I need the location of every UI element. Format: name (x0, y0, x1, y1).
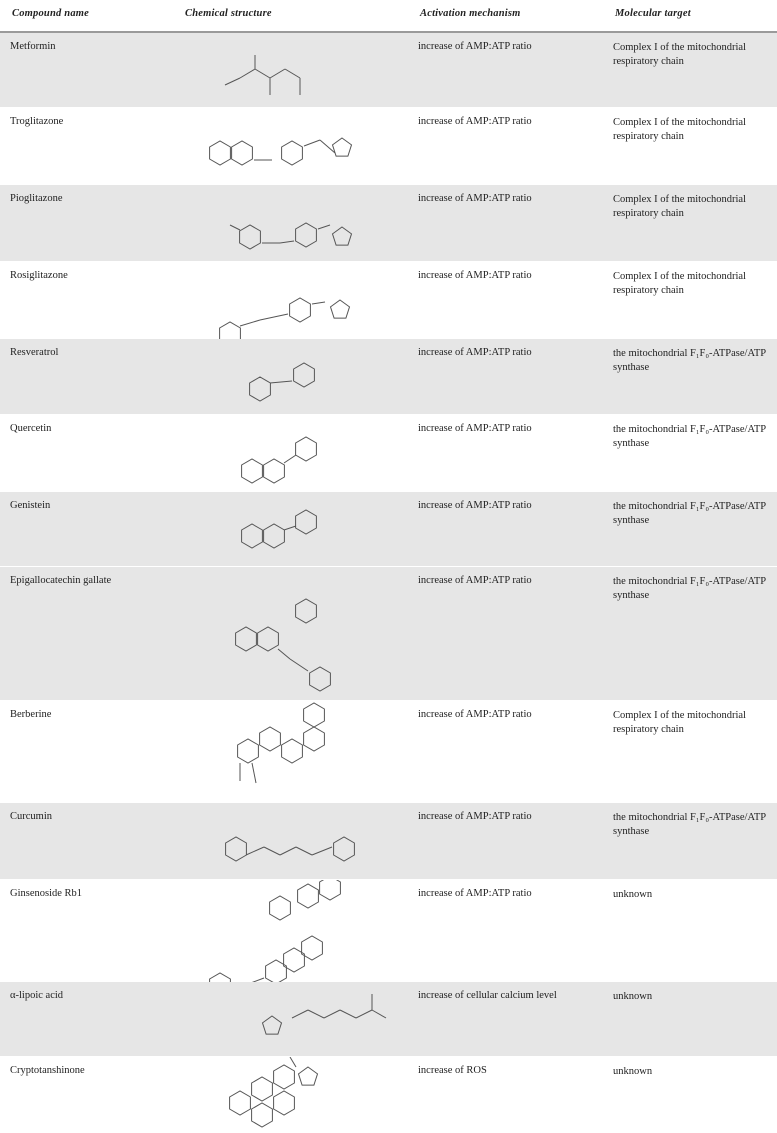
compound-name: Metformin (10, 41, 56, 52)
chemical-structure-drawing (261, 994, 387, 1035)
compound-name: Curcumin (10, 811, 52, 822)
activation-mechanism: increase of AMP:ATP ratio (418, 116, 532, 127)
molecular-target: the mitochondrial F₁F₀-ATPase/ATP syntha… (613, 424, 766, 449)
table-row: Epigallocatechin gallate increase of AMP:… (0, 567, 777, 700)
compound-name: Troglitazone (10, 116, 64, 127)
chemical-structure-drawing (229, 1057, 319, 1128)
molecular-target: unknown (613, 1066, 653, 1077)
compound-name: Pioglitazone (10, 193, 63, 204)
molecular-target: unknown (613, 991, 653, 1002)
table-row: Genistein increase of AMP:ATP ratio the mi… (0, 492, 777, 566)
chemical-structure-drawing (237, 702, 325, 784)
table-header: Compound name Chemical structure Activat… (0, 0, 777, 33)
table-row: α-lipoic acid increase of cellular calciu… (0, 982, 777, 1056)
chemical-structure-drawing (219, 297, 351, 339)
header-chemical-structure: Chemical structure (185, 8, 272, 19)
molecular-target: Complex I of the mitochondrial respirato… (613, 42, 746, 67)
activation-mechanism: increase of AMP:ATP ratio (418, 270, 532, 281)
table-row: Berberine increase of AMP:ATP ratio Comple… (0, 701, 777, 803)
chemical-structure-drawing (241, 436, 317, 484)
activation-mechanism: increase of AMP:ATP ratio (418, 193, 532, 204)
table-row: Pioglitazone increase of AMP:ATP ratio Com… (0, 185, 777, 261)
activation-mechanism: increase of AMP:ATP ratio (418, 811, 532, 822)
table-row: Quercetin increase of AMP:ATP ratio the mi… (0, 415, 777, 492)
table-row: Ginsenoside Rb1 increase of AMP:ATP ratio… (0, 880, 777, 982)
compound-name: Resveratrol (10, 347, 59, 358)
table-row: Troglitazone increase of AMP:ATP ratio Com… (0, 108, 777, 185)
chemical-structure-drawing (209, 880, 341, 982)
molecular-target: Complex I of the mitochondrial respirato… (613, 710, 746, 735)
compound-name: Genistein (10, 500, 51, 511)
molecular-target: the mitochondrial F₁F₀-ATPase/ATP syntha… (613, 576, 766, 601)
table-row: Curcumin increase of AMP:ATP ratio the mit… (0, 803, 777, 879)
chemical-structure-drawing (209, 137, 353, 166)
table-row: Metformin increase of AMP:ATP ratio Comple… (0, 33, 777, 107)
activation-mechanism: increase of AMP:ATP ratio (418, 423, 532, 434)
activation-mechanism: increase of AMP:ATP ratio (418, 888, 532, 899)
compound-name: Quercetin (10, 423, 52, 434)
chemical-structure-drawing (235, 598, 331, 692)
molecular-target: Complex I of the mitochondrial respirato… (613, 117, 746, 142)
compound-name: Epigallocatechin gallate (10, 575, 112, 586)
chemical-structure-drawing (225, 836, 355, 862)
activation-mechanism: increase of AMP:ATP ratio (418, 41, 532, 52)
activation-mechanism: increase of cellular calcium level (418, 990, 557, 1001)
chemical-structure-drawing (224, 55, 301, 95)
activation-mechanism: increase of AMP:ATP ratio (418, 575, 532, 586)
activation-mechanism: increase of AMP:ATP ratio (418, 347, 532, 358)
molecular-target: the mitochondrial F₁F₀-ATPase/ATP syntha… (613, 501, 766, 526)
header-activation-mechanism: Activation mechanism (420, 8, 521, 19)
activation-mechanism: increase of AMP:ATP ratio (418, 500, 532, 511)
table-row: Cryptotanshinone increase of ROS unknown (0, 1057, 777, 1133)
activation-mechanism: increase of AMP:ATP ratio (418, 709, 532, 720)
table-row: Resveratrol increase of AMP:ATP ratio the … (0, 339, 777, 414)
compound-name: Ginsenoside Rb1 (10, 888, 83, 899)
chemical-structure-drawing (241, 509, 317, 549)
chemical-structure-drawing (249, 362, 315, 402)
molecular-target: the mitochondrial F₁F₀-ATPase/ATP syntha… (613, 348, 766, 373)
header-compound-name: Compound name (12, 8, 89, 19)
molecular-target: Complex I of the mitochondrial respirato… (613, 194, 746, 219)
molecular-target: the mitochondrial F₁F₀-ATPase/ATP syntha… (613, 812, 766, 837)
activation-mechanism: increase of ROS (418, 1065, 487, 1076)
table-row: Rosiglitazone increase of AMP:ATP ratio Co… (0, 262, 777, 339)
molecular-target: Complex I of the mitochondrial respirato… (613, 271, 746, 296)
molecular-target: unknown (613, 889, 653, 900)
compound-name: Rosiglitazone (10, 270, 68, 281)
header-molecular-target: Molecular target (615, 8, 691, 19)
compound-name: Berberine (10, 709, 52, 720)
compound-name: α-lipoic acid (10, 990, 64, 1001)
chemical-structure-drawing (229, 222, 353, 250)
compound-name: Cryptotanshinone (10, 1065, 85, 1076)
